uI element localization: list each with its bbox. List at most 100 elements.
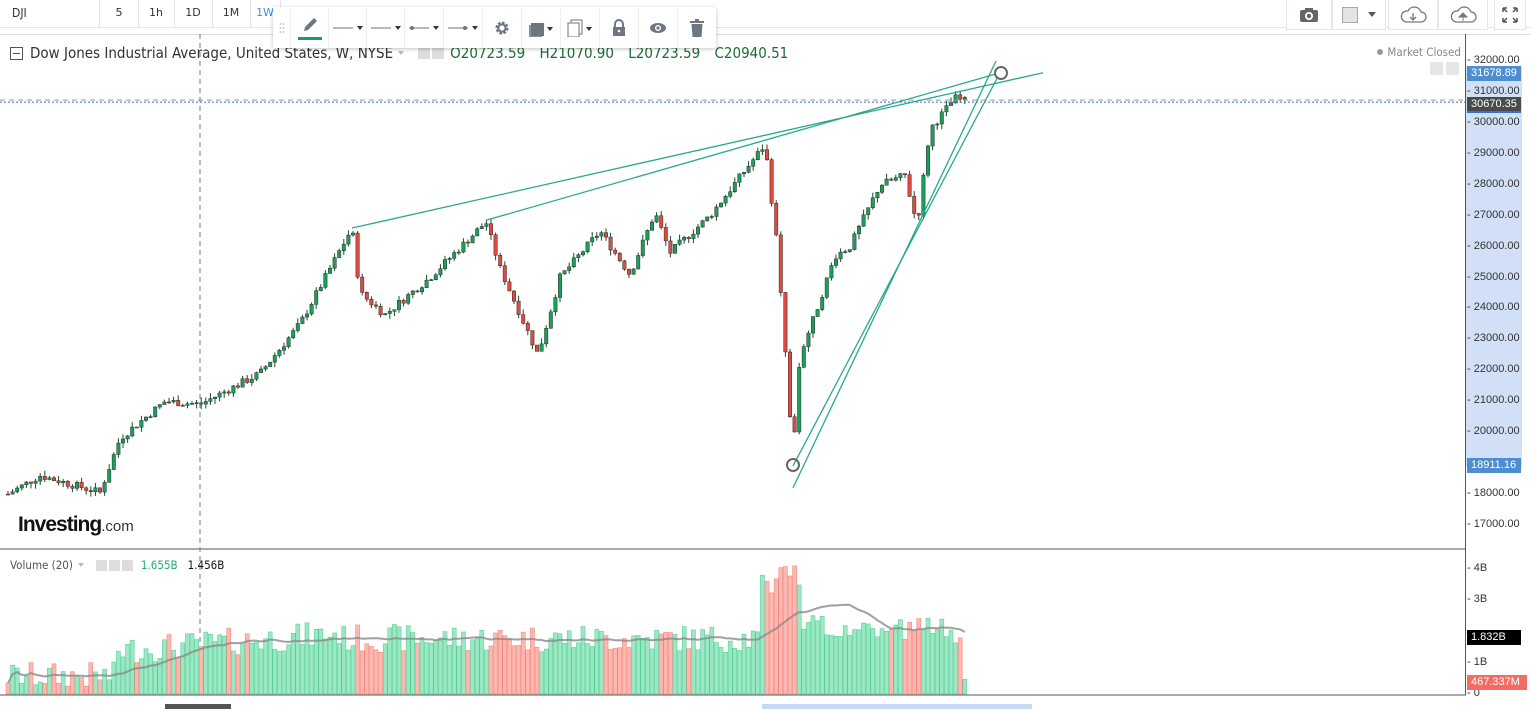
screenshot-button[interactable]	[1286, 0, 1332, 30]
trendline[interactable]	[485, 72, 1001, 221]
close-icon[interactable]	[121, 559, 133, 571]
interval-1h[interactable]: 1h	[138, 0, 175, 27]
close-value: C20940.51	[714, 44, 789, 62]
arrows-vertical-icon[interactable]	[1446, 62, 1459, 75]
chart-legend: Dow Jones Industrial Average, United Sta…	[10, 44, 798, 62]
price-tick-label: - 24000.00	[1467, 301, 1520, 314]
line-start-dropdown[interactable]	[405, 7, 444, 48]
camera-icon	[1300, 7, 1318, 22]
line-color-indicator	[297, 37, 322, 40]
collapse-icon[interactable]	[10, 46, 23, 60]
interval-1D[interactable]: 1D	[174, 0, 213, 27]
chevron-down-icon[interactable]	[77, 563, 84, 567]
drag-handle-icon	[279, 22, 284, 33]
lock-icon	[613, 18, 625, 36]
price-tick-label: - 18000.00	[1467, 487, 1520, 500]
fill-icon	[529, 22, 553, 37]
clone-icon	[567, 19, 592, 37]
gear-icon	[495, 21, 509, 34]
price-tick-label: - 25000.00	[1467, 270, 1520, 283]
trendline[interactable]	[792, 60, 997, 489]
price-tick-label: - 17000.00	[1467, 518, 1520, 530]
price-tick-label: - 30000.00	[1467, 115, 1520, 128]
symbol-label[interactable]: DJI	[0, 0, 100, 27]
low-value: L20723.59	[628, 44, 701, 62]
interval-1M[interactable]: 1M	[212, 0, 251, 27]
time-range-highlight	[762, 704, 1032, 709]
trendline-handle-top[interactable]	[994, 66, 1008, 80]
price-tick-label: - 26000.00	[1467, 239, 1520, 252]
volume-tick-label: - 3B	[1467, 593, 1488, 606]
color-swatch	[1342, 6, 1358, 23]
price-tick-label: - 28000.00	[1467, 177, 1520, 190]
volume-last-tag: 467.337M	[1467, 675, 1527, 690]
eye-icon	[650, 22, 666, 33]
price-tick-label: - 32000.00	[1467, 54, 1520, 66]
price-tick-label: - 23000.00	[1467, 332, 1520, 345]
gear-icon[interactable]	[432, 47, 445, 59]
trendline-handle-bottom[interactable]	[786, 458, 800, 472]
cloud-upload-icon	[1450, 5, 1477, 23]
arrow-down-icon[interactable]	[1430, 62, 1443, 75]
volume-ma-tag: 1.832B	[1467, 630, 1521, 645]
volume-tick-label: - 1B	[1467, 655, 1488, 668]
trendlines[interactable]	[351, 60, 1044, 489]
toolbar-divider	[0, 27, 1531, 35]
cloud-upload-button[interactable]	[1438, 0, 1488, 30]
interval-5[interactable]: 5	[100, 0, 139, 27]
line-width-icon	[370, 25, 401, 30]
chart-title: Dow Jones Industrial Average, United Sta…	[30, 44, 394, 62]
volume-value: 1.456B	[187, 558, 225, 572]
low-price-tag: 18911.16	[1467, 458, 1521, 473]
trash-icon	[690, 18, 704, 37]
line-style-dropdown[interactable]	[329, 7, 367, 48]
line-end-icon	[448, 25, 478, 30]
eye-icon[interactable]	[95, 559, 107, 571]
high-price-tag: 31678.89	[1467, 66, 1521, 81]
settings-button[interactable]	[483, 7, 522, 48]
volume-tick-label: - 4B	[1467, 562, 1488, 574]
price-tick-label: - 27000.00	[1467, 208, 1520, 221]
line-color-button[interactable]	[291, 7, 329, 48]
high-value: H21070.90	[539, 44, 614, 62]
fill-dropdown[interactable]	[522, 7, 561, 48]
volume-legend: Volume (20) 1.655B 1.456B	[10, 558, 224, 572]
visibility-button[interactable]	[639, 7, 678, 48]
volume-label: Volume (20)	[10, 558, 73, 572]
open-value: O20723.59	[450, 44, 526, 62]
color-swatch-dropdown[interactable]	[1332, 0, 1386, 30]
cloud-download-button[interactable]	[1388, 0, 1438, 30]
trendline[interactable]	[351, 72, 1044, 229]
clone-dropdown[interactable]	[561, 7, 600, 48]
price-tick-label: - 29000.00	[1467, 146, 1520, 159]
gear-icon[interactable]	[108, 559, 120, 571]
drawing-toolbar	[273, 7, 716, 48]
volume-tick-label: - 0	[1467, 687, 1480, 699]
price-range-highlight	[1466, 66, 1522, 466]
market-status: Market Closed	[1377, 45, 1461, 59]
status-dot-icon	[1377, 49, 1384, 55]
price-tick-label: - 21000.00	[1467, 394, 1520, 407]
eye-icon[interactable]	[418, 47, 431, 59]
delete-button[interactable]	[678, 7, 716, 48]
line-width-dropdown[interactable]	[367, 7, 405, 48]
investing-logo: Investing.com	[18, 513, 134, 536]
chevron-down-icon[interactable]	[398, 51, 405, 55]
line-style-icon	[332, 25, 363, 30]
price-axis[interactable]	[1465, 34, 1526, 695]
time-crosshair-marker	[165, 704, 231, 709]
price-tick-label: - 22000.00	[1467, 363, 1520, 376]
scale-buttons	[1430, 62, 1459, 75]
line-end-dropdown[interactable]	[444, 7, 483, 48]
lock-button[interactable]	[600, 7, 639, 48]
fullscreen-button[interactable]	[1494, 0, 1526, 30]
candlestick-series	[6, 90, 967, 497]
drag-handle[interactable]	[273, 7, 291, 48]
volume-bars	[5, 565, 968, 695]
price-tick-label: - 20000.00	[1467, 425, 1520, 438]
top-toolbar: DJI 5 1h 1D 1M 1W	[0, 0, 1531, 35]
cloud-download-icon	[1400, 5, 1427, 23]
chevron-down-icon	[1368, 12, 1376, 17]
fullscreen-icon	[1502, 6, 1518, 23]
